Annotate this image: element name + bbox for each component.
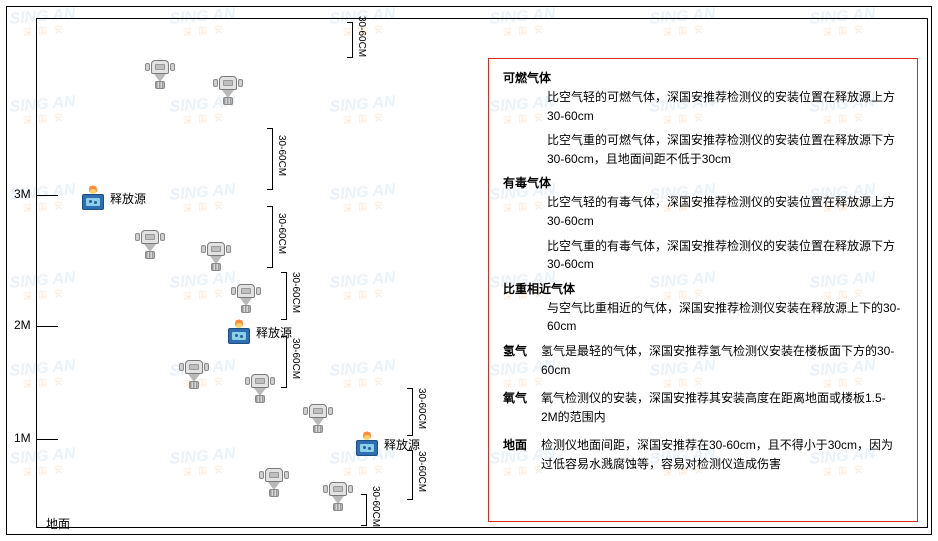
info-paragraph: 比空气轻的可燃气体，深国安推荐检测仪的安装位置在释放源上方30-60cm — [547, 88, 903, 125]
info-panel: 可燃气体比空气轻的可燃气体，深国安推荐检测仪的安装位置在释放源上方30-60cm… — [488, 58, 918, 522]
dimension-bracket — [272, 206, 273, 268]
gas-detector-icon — [232, 280, 260, 314]
emission-source-icon — [354, 430, 380, 458]
ground-label: 地面 — [46, 515, 70, 532]
info-heading: 有毒气体 — [503, 174, 903, 191]
gas-detector-icon — [214, 72, 242, 106]
dimension-bracket — [412, 388, 413, 436]
gas-detector-icon — [260, 464, 288, 498]
info-paragraph: 比空气重的有毒气体，深国安推荐检测仪的安装位置在释放源下方30-60cm — [547, 237, 903, 274]
y-axis-tick — [36, 439, 58, 440]
info-paragraph: 比空气重的可燃气体，深国安推荐检测仪的安装位置在释放源下方30-60cm，且地面… — [547, 131, 903, 168]
gas-detector-icon — [146, 56, 174, 90]
dimension-label: 30-60CM — [370, 486, 381, 527]
gas-detector-icon — [136, 226, 164, 260]
info-heading: 可燃气体 — [503, 69, 903, 86]
gas-detector-icon — [246, 370, 274, 404]
info-paragraph: 检测仪地面间距，深国安推荐在30-60cm，且不得小于30cm，因为过低容易水溅… — [541, 436, 897, 473]
dimension-label: 30-60CM — [290, 272, 301, 313]
y-axis-tick — [36, 326, 58, 327]
emission-source-label: 释放源 — [384, 436, 420, 453]
info-heading: 地面 — [503, 436, 541, 453]
y-axis-label: 2M — [0, 318, 36, 332]
emission-source-icon — [80, 184, 106, 212]
info-heading: 氢气 — [503, 342, 541, 359]
y-axis-tick — [36, 195, 58, 196]
emission-source-label: 释放源 — [110, 190, 146, 207]
dimension-label: 30-60CM — [416, 388, 427, 429]
dimension-bracket — [286, 336, 287, 388]
gas-detector-icon — [202, 238, 230, 272]
dimension-label: 30-60CM — [416, 451, 427, 492]
y-axis-label: 3M — [0, 187, 36, 201]
dimension-bracket — [366, 494, 367, 526]
gas-detector-icon — [180, 356, 208, 390]
gas-detector-icon — [324, 478, 352, 512]
dimension-bracket — [412, 450, 413, 500]
dimension-bracket — [352, 22, 353, 58]
dimension-label: 30-60CM — [276, 213, 287, 254]
dimension-bracket — [286, 272, 287, 320]
info-heading: 氧气 — [503, 389, 541, 406]
dimension-label: 30-60CM — [276, 135, 287, 176]
info-paragraph: 氢气是最轻的气体，深国安推荐氢气检测仪安装在楼板面下方的30-60cm — [541, 342, 897, 379]
gas-detector-icon — [304, 400, 332, 434]
info-paragraph: 与空气比重相近的气体，深国安推荐检测仪安装在释放源上下的30-60cm — [547, 299, 903, 336]
info-heading: 比重相近气体 — [503, 280, 903, 297]
dimension-label: 30-60CM — [290, 338, 301, 379]
emission-source-icon — [226, 318, 252, 346]
dimension-bracket — [272, 128, 273, 190]
info-paragraph: 比空气轻的有毒气体，深国安推荐检测仪的安装位置在释放源上方30-60cm — [547, 193, 903, 230]
dimension-label: 30-60CM — [356, 16, 367, 57]
y-axis-label: 1M — [0, 431, 36, 445]
info-paragraph: 氧气检测仪的安装，深国安推荐其安装高度在距离地面或楼板1.5-2M的范围内 — [541, 389, 897, 426]
